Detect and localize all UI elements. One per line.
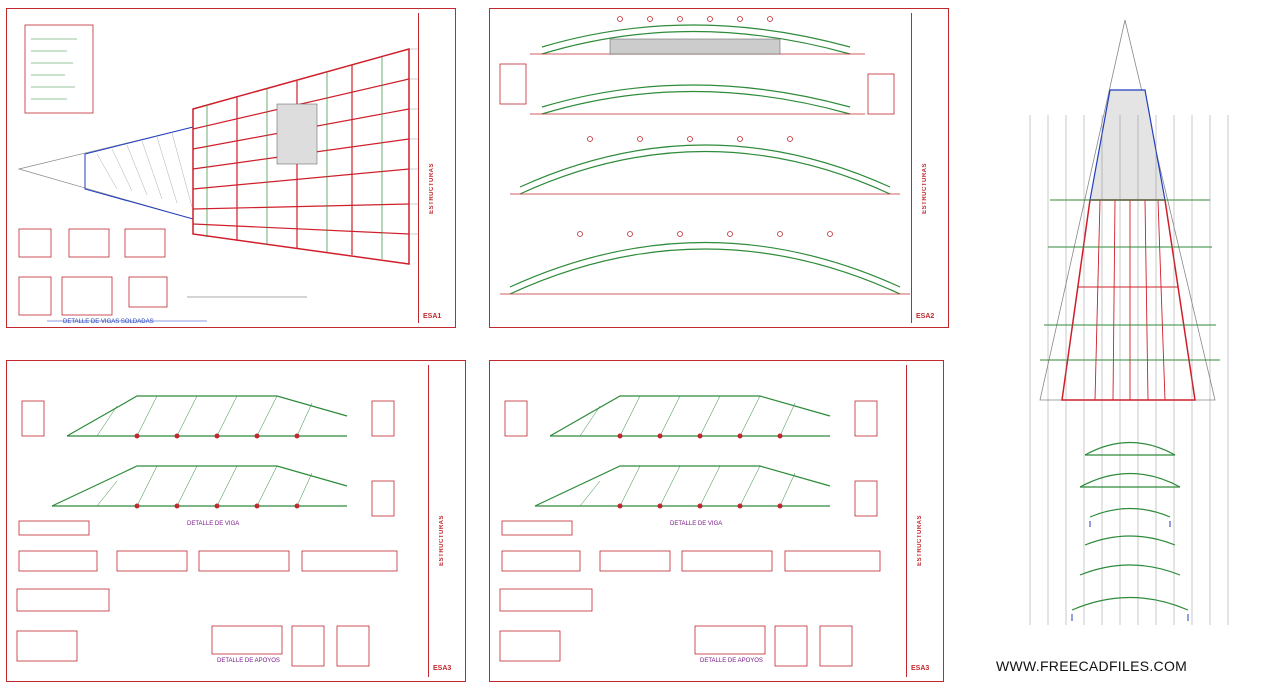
roof-plan-title-block: ESTRUCTURAS ESA1 [418,13,451,323]
trusses-a-code: ESA3 [433,665,452,672]
trusses-a-caption-main: DETALLE DE VIGA [187,521,240,527]
trusses-b-drawing [499,395,881,667]
roof-plan-title: ESTRUCTURAS [429,163,435,214]
sheet-trusses-b: DETALLE DE VIGA DETALLE DE APOYOS ESTRUC… [489,360,944,682]
roof-plan-code: ESA1 [423,313,442,320]
trusses-a-title: ESTRUCTURAS [439,515,445,566]
sheet-arches: ESTRUCTURAS ESA2 [489,8,949,328]
roof-plan-caption: DETALLE DE VIGAS SOLDADAS [63,319,154,325]
trusses-a-caption-details: DETALLE DE APOYOS [217,658,280,664]
overview-plan [1000,15,1260,645]
trusses-b-title-block: ESTRUCTURAS ESA3 [906,365,939,677]
sheet-roof-plan: DETALLE DE VIGAS SOLDADAS ESTRUCTURAS ES… [6,8,456,328]
trusses-a-title-block: ESTRUCTURAS ESA3 [428,365,461,677]
trusses-b-title: ESTRUCTURAS [917,515,923,566]
arches-code: ESA2 [916,313,935,320]
trusses-b-caption-main: DETALLE DE VIGA [670,521,723,527]
overview-plan-drawing [1029,19,1229,625]
trusses-b-caption-details: DETALLE DE APOYOS [700,658,763,664]
arches-title-block: ESTRUCTURAS ESA2 [911,13,944,323]
trusses-a-drawing [16,395,398,667]
trusses-b-code: ESA3 [911,665,930,672]
roof-plan-drawing [17,24,419,322]
watermark-url[interactable]: WWW.FREECADFILES.COM [996,658,1188,674]
arches-title: ESTRUCTURAS [922,163,928,214]
arches-drawing [499,16,910,295]
sheet-trusses-a: DETALLE DE VIGA DETALLE DE APOYOS ESTRUC… [6,360,466,682]
